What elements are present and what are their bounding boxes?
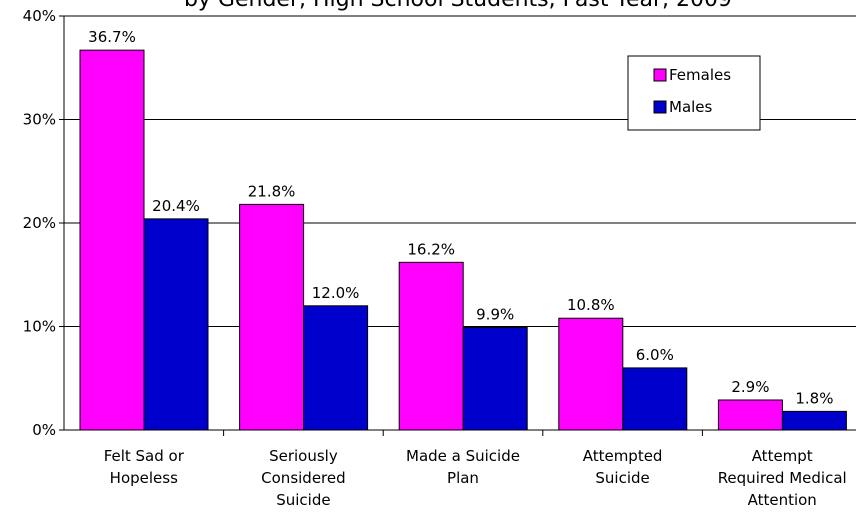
y-tick-label: 0% bbox=[32, 421, 56, 439]
x-category-label: Seriously bbox=[269, 447, 338, 465]
data-label: 6.0% bbox=[636, 346, 674, 364]
data-label: 10.8% bbox=[567, 296, 615, 314]
x-category-label: Attempted bbox=[583, 447, 663, 465]
data-label: 2.9% bbox=[731, 378, 769, 396]
bar-females bbox=[398, 261, 464, 431]
bar-males bbox=[303, 305, 369, 431]
x-category-label: Considered bbox=[261, 469, 345, 487]
x-category-label: Plan bbox=[447, 469, 479, 487]
y-tick-label: 30% bbox=[23, 111, 56, 129]
legend-swatch-females bbox=[653, 68, 667, 82]
x-category-label: Suicide bbox=[276, 491, 330, 509]
legend-label-males: Males bbox=[669, 98, 713, 116]
data-label: 16.2% bbox=[407, 240, 455, 258]
bar-females bbox=[79, 49, 145, 431]
data-label: 20.4% bbox=[152, 197, 200, 215]
y-tick-label: 10% bbox=[23, 318, 56, 336]
bar-females bbox=[717, 399, 783, 431]
data-label: 12.0% bbox=[312, 284, 360, 302]
bar-males bbox=[622, 367, 688, 431]
data-label: 36.7% bbox=[88, 28, 136, 46]
data-label: 21.8% bbox=[248, 182, 296, 200]
x-category-label: Required Medical bbox=[718, 469, 847, 487]
y-tick-label: 20% bbox=[23, 214, 56, 232]
bar-females bbox=[558, 317, 624, 431]
bar-males bbox=[781, 410, 847, 431]
bar-males bbox=[462, 327, 528, 431]
data-label: 1.8% bbox=[795, 389, 833, 407]
x-category-label: Hopeless bbox=[110, 469, 178, 487]
legend-swatch-males bbox=[653, 100, 667, 114]
bar-males bbox=[143, 218, 209, 431]
data-label: 9.9% bbox=[476, 306, 514, 324]
chart-title: by Gender, High School Students, Past Ye… bbox=[184, 0, 732, 12]
x-category-label: Attention bbox=[748, 491, 817, 509]
y-tick-label: 40% bbox=[23, 7, 56, 25]
x-category-label: Made a Suicide bbox=[406, 447, 520, 465]
x-category-label: Suicide bbox=[595, 469, 649, 487]
x-category-label: Felt Sad or bbox=[104, 447, 185, 465]
legend-box bbox=[627, 55, 761, 131]
bar-females bbox=[239, 203, 305, 431]
x-category-label: Attempt bbox=[752, 447, 813, 465]
legend-label-females: Females bbox=[669, 66, 731, 84]
